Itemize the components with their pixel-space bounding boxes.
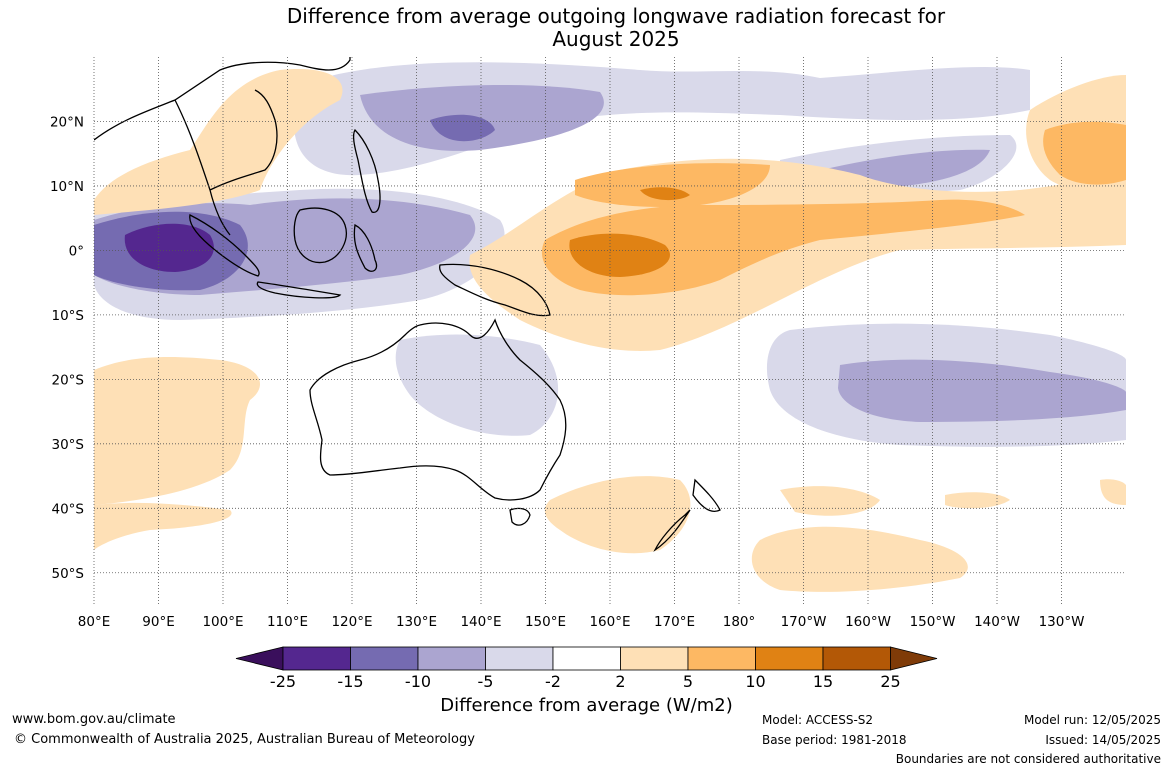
orange-region-north-pacific-core [640,187,690,201]
colorbar-tick-label: -25 [270,672,296,691]
latitude-labels: 20°N 10°N 0° 10°S 20°S 30°S 40°S 50°S [50,114,84,581]
colorbar-tick-label: 25 [880,672,900,691]
colorbar-tick-label: 15 [813,672,833,691]
latitude-label: 10°S [52,308,85,324]
colorbar-segment [687,646,756,671]
negative-anomaly-regions [94,62,1126,447]
copyright-text: © Commonwealth of Australia 2025, Austra… [14,732,475,747]
positive-anomaly-regions [94,69,1126,592]
title-line-2: August 2025 [552,27,680,51]
latitude-label: 30°S [52,437,85,453]
new-guinea-outline [439,263,551,317]
model-run-text: Model run: 12/05/2025 [1023,713,1161,727]
colorbar-tick-label: 10 [745,672,765,691]
orange-region-tasman [544,476,691,554]
colorbar-tick-label: 2 [615,672,625,691]
colorbar-tick-label: -2 [545,672,561,691]
orange-region-northeast-pacific-mid [1043,121,1126,185]
colorbar-tick-label: -10 [405,672,431,691]
longitude-label: 130°W [1039,614,1085,630]
colorbar-segment [282,646,351,671]
longitude-label: 120°E [331,614,372,630]
orange-region-south-small-3 [1100,479,1126,505]
colorbar-tick-label: -15 [337,672,363,691]
purple-region-south-pacific-mid [838,359,1126,422]
sumatra-outline [189,214,260,277]
colorbar-segment [822,646,891,671]
orange-region-southern-indian [94,357,260,505]
longitude-label: 160°W [845,614,891,630]
colorbar-segment [552,646,621,671]
base-period-text: Base period: 1981-2018 [762,733,907,747]
orange-region-north-indochina [94,69,343,215]
colorbar-tick-label: 5 [683,672,693,691]
orange-region-south-small-1 [780,486,880,516]
philippines-outline [352,128,381,213]
latitude-label: 40°S [52,501,85,517]
orange-region-southern-pacific [751,526,968,592]
longitude-labels: 80°E 90°E 100°E 110°E 120°E 130°E 140°E 150°E 16… [78,614,1085,630]
issued-text: Issued: 14/05/2025 [1045,733,1161,747]
colorbar [235,646,938,671]
latitude-label: 50°S [52,566,85,582]
longitude-label: 90°E [142,614,174,630]
longitude-label: 80°E [78,614,110,630]
longitude-label: 180° [723,614,756,630]
longitude-label: 170°W [781,614,827,630]
new-zealand-outline [653,478,721,552]
longitude-label: 160°E [589,614,630,630]
purple-region-australia [395,334,559,436]
sulawesi-outline [353,224,378,272]
colorbar-segment [620,646,689,671]
purple-region-north-mid [360,84,604,151]
colorbar-extend-high [890,646,938,671]
latitude-label: 0° [69,243,84,259]
purple-region-indian-ocean-core [124,223,214,272]
latitude-label: 20°N [50,114,84,130]
latitude-label: 10°N [50,179,84,195]
gridlines [93,57,1126,605]
colorbar-extend-low [235,646,284,671]
colorbar-tick-label: -5 [478,672,494,691]
latitude-label: 20°S [52,372,85,388]
longitude-label: 130°E [396,614,437,630]
disclaimer-text: Boundaries are not considered authoritat… [895,752,1161,766]
colorbar-segment [755,646,824,671]
longitude-label: 140°W [974,614,1020,630]
java-outline [256,281,342,299]
tasmania-outline [509,507,531,526]
longitude-label: 110°E [267,614,308,630]
asia-mainland-outline [94,57,351,236]
longitude-label: 150°W [910,614,956,630]
colorbar-segment [350,646,419,671]
longitude-label: 150°E [525,614,566,630]
anomaly-field [94,62,1126,592]
website-text: www.bom.gov.au/climate [12,712,176,727]
australia-outline [309,318,567,501]
longitude-label: 140°E [460,614,501,630]
longitude-label: 100°E [202,614,243,630]
orange-region-southern-indian-2 [94,502,232,550]
colorbar-tick-labels: -25 -15 -10 -5 -2 2 5 10 15 25 [270,672,901,691]
colorbar-title: Difference from average (W/m2) [440,695,733,716]
colorbar-segment [417,646,486,671]
borneo-outline [293,207,347,264]
orange-region-south-small-2 [945,492,1010,509]
orange-region-equatorial-pacific-mid [541,199,1025,296]
colorbar-segment [485,646,554,671]
title-line-1: Difference from average outgoing longwav… [286,4,946,28]
coastlines [94,57,721,552]
orange-region-north-pacific-band [575,163,770,207]
model-text: Model: ACCESS-S2 [762,713,874,727]
orange-region-equatorial-core [569,233,670,277]
longitude-label: 170°E [654,614,695,630]
